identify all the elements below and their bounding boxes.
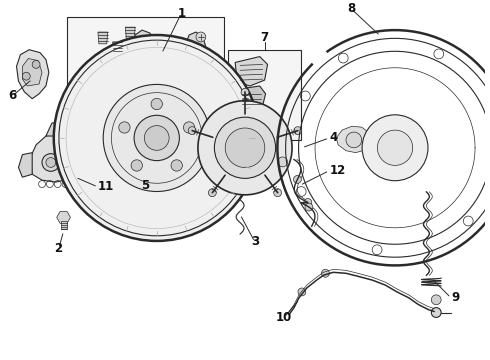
Text: 8: 8	[347, 2, 355, 15]
Text: 3: 3	[251, 235, 259, 248]
Circle shape	[274, 189, 282, 197]
Circle shape	[346, 132, 362, 148]
Circle shape	[294, 127, 302, 135]
Polygon shape	[30, 133, 83, 182]
Polygon shape	[113, 42, 122, 54]
Polygon shape	[134, 30, 154, 57]
Text: 11: 11	[98, 180, 114, 193]
Polygon shape	[238, 86, 266, 109]
Circle shape	[42, 154, 60, 171]
Circle shape	[196, 32, 206, 42]
Circle shape	[46, 158, 56, 167]
Circle shape	[183, 122, 195, 133]
Text: 4: 4	[329, 131, 338, 144]
Bar	[67, 17, 224, 177]
Circle shape	[431, 295, 441, 305]
Circle shape	[156, 60, 183, 88]
Circle shape	[241, 88, 249, 96]
Circle shape	[431, 307, 441, 318]
Circle shape	[151, 98, 162, 110]
Circle shape	[65, 149, 73, 157]
Circle shape	[188, 127, 196, 135]
Circle shape	[32, 60, 40, 68]
Polygon shape	[57, 211, 71, 223]
Circle shape	[278, 157, 288, 167]
Circle shape	[171, 160, 182, 171]
Polygon shape	[23, 59, 42, 86]
Circle shape	[145, 126, 169, 150]
Polygon shape	[147, 42, 197, 97]
Polygon shape	[19, 153, 32, 177]
Circle shape	[138, 88, 170, 119]
Circle shape	[208, 189, 216, 197]
Circle shape	[298, 288, 306, 296]
Text: 9: 9	[451, 291, 459, 304]
Circle shape	[362, 115, 428, 181]
Circle shape	[134, 115, 179, 161]
Polygon shape	[125, 27, 135, 39]
Circle shape	[304, 198, 312, 206]
Bar	[61, 221, 67, 229]
Polygon shape	[336, 126, 371, 153]
Text: 12: 12	[329, 164, 345, 177]
Polygon shape	[186, 32, 206, 59]
Text: 6: 6	[8, 89, 17, 102]
Circle shape	[198, 101, 292, 195]
Text: 5: 5	[141, 179, 149, 192]
Circle shape	[215, 117, 275, 178]
Text: 2: 2	[54, 242, 63, 255]
Text: 7: 7	[261, 31, 269, 44]
Circle shape	[131, 160, 143, 171]
Text: 1: 1	[177, 7, 185, 20]
Circle shape	[61, 145, 76, 161]
Circle shape	[54, 35, 260, 241]
Circle shape	[23, 72, 30, 80]
Circle shape	[103, 85, 210, 192]
Circle shape	[225, 128, 265, 167]
Circle shape	[377, 130, 413, 166]
Circle shape	[305, 203, 313, 211]
Circle shape	[164, 90, 195, 121]
Circle shape	[119, 122, 130, 133]
Circle shape	[321, 269, 329, 277]
Polygon shape	[235, 109, 253, 119]
Polygon shape	[17, 50, 49, 99]
Circle shape	[294, 175, 301, 183]
Polygon shape	[46, 121, 72, 136]
Bar	[228, 50, 301, 140]
Polygon shape	[98, 32, 108, 44]
Text: 10: 10	[276, 311, 293, 324]
Polygon shape	[235, 57, 268, 86]
